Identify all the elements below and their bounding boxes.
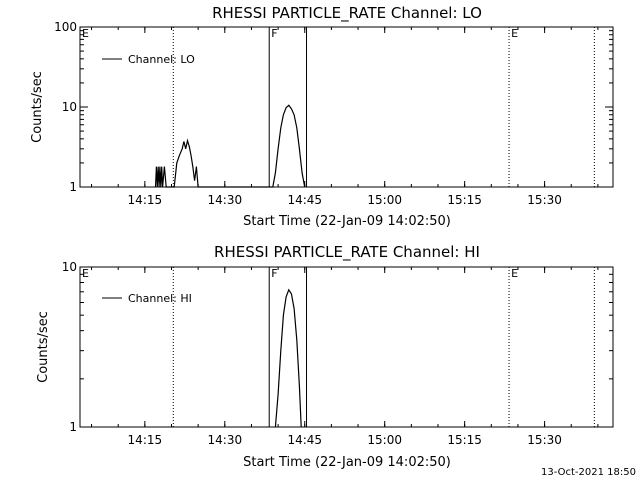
panel-lo: RHESSI PARTICLE_RATE Channel: LO 14:15 14…	[30, 4, 614, 229]
x-tick-label: 14:30	[208, 193, 243, 207]
panel-hi-frame	[79, 266, 614, 428]
panel-hi-xlabel: Start Time (22-Jan-09 14:02:50)	[243, 455, 451, 470]
y-tick-label: 1	[69, 420, 77, 434]
x-tick-label: 14:15	[128, 193, 163, 207]
x-tick-label: 14:45	[287, 433, 322, 447]
panel-hi-ticks: 14:15 14:30 14:45 15:00 15:15 15:30 1 10	[62, 260, 613, 447]
panel-hi-title: RHESSI PARTICLE_RATE Channel: HI	[214, 243, 480, 262]
panel-lo-xlabel: Start Time (22-Jan-09 14:02:50)	[243, 214, 451, 229]
x-tick-label: 15:30	[527, 433, 562, 447]
x-tick-label: 15:15	[447, 193, 482, 207]
x-tick-label: 15:15	[447, 433, 482, 447]
event-marker-label: E	[511, 27, 518, 40]
x-tick-label: 14:15	[128, 433, 163, 447]
x-tick-label: 15:00	[367, 433, 402, 447]
event-marker-label: E	[511, 267, 518, 280]
x-tick-label: 15:00	[367, 193, 402, 207]
event-marker-label: E	[82, 27, 89, 40]
panel-lo-ticks: 14:15 14:30 14:45 15:00 15:15 15:30 1 10 100	[54, 20, 613, 207]
panel-hi: RHESSI PARTICLE_RATE Channel: HI 14:15 14…	[36, 243, 614, 470]
x-tick-label: 14:30	[208, 433, 243, 447]
x-tick-label: 14:45	[287, 193, 322, 207]
x-tick-label: 15:30	[527, 193, 562, 207]
y-tick-label: 10	[62, 260, 77, 274]
panel-lo-title: RHESSI PARTICLE_RATE Channel: LO	[212, 4, 482, 23]
panel-lo-frame	[79, 26, 614, 188]
y-tick-label: 100	[54, 20, 77, 34]
legend-hi-label: Channel: HI	[128, 292, 192, 305]
event-marker-label: F	[271, 267, 277, 280]
y-tick-label: 10	[62, 100, 77, 114]
y-tick-label: 1	[69, 180, 77, 194]
footer-timestamp: 13-Oct-2021 18:50	[541, 467, 636, 478]
panel-hi-series	[274, 288, 302, 428]
series-line	[274, 288, 302, 428]
series-line	[154, 104, 306, 188]
panel-lo-series	[154, 104, 306, 188]
panel-lo-ylabel: Counts/sec	[30, 71, 45, 143]
event-marker-label: F	[271, 27, 277, 40]
legend-lo-label: Channel: LO	[128, 53, 195, 66]
panel-hi-ylabel: Counts/sec	[36, 311, 51, 383]
event-marker-label: E	[82, 267, 89, 280]
